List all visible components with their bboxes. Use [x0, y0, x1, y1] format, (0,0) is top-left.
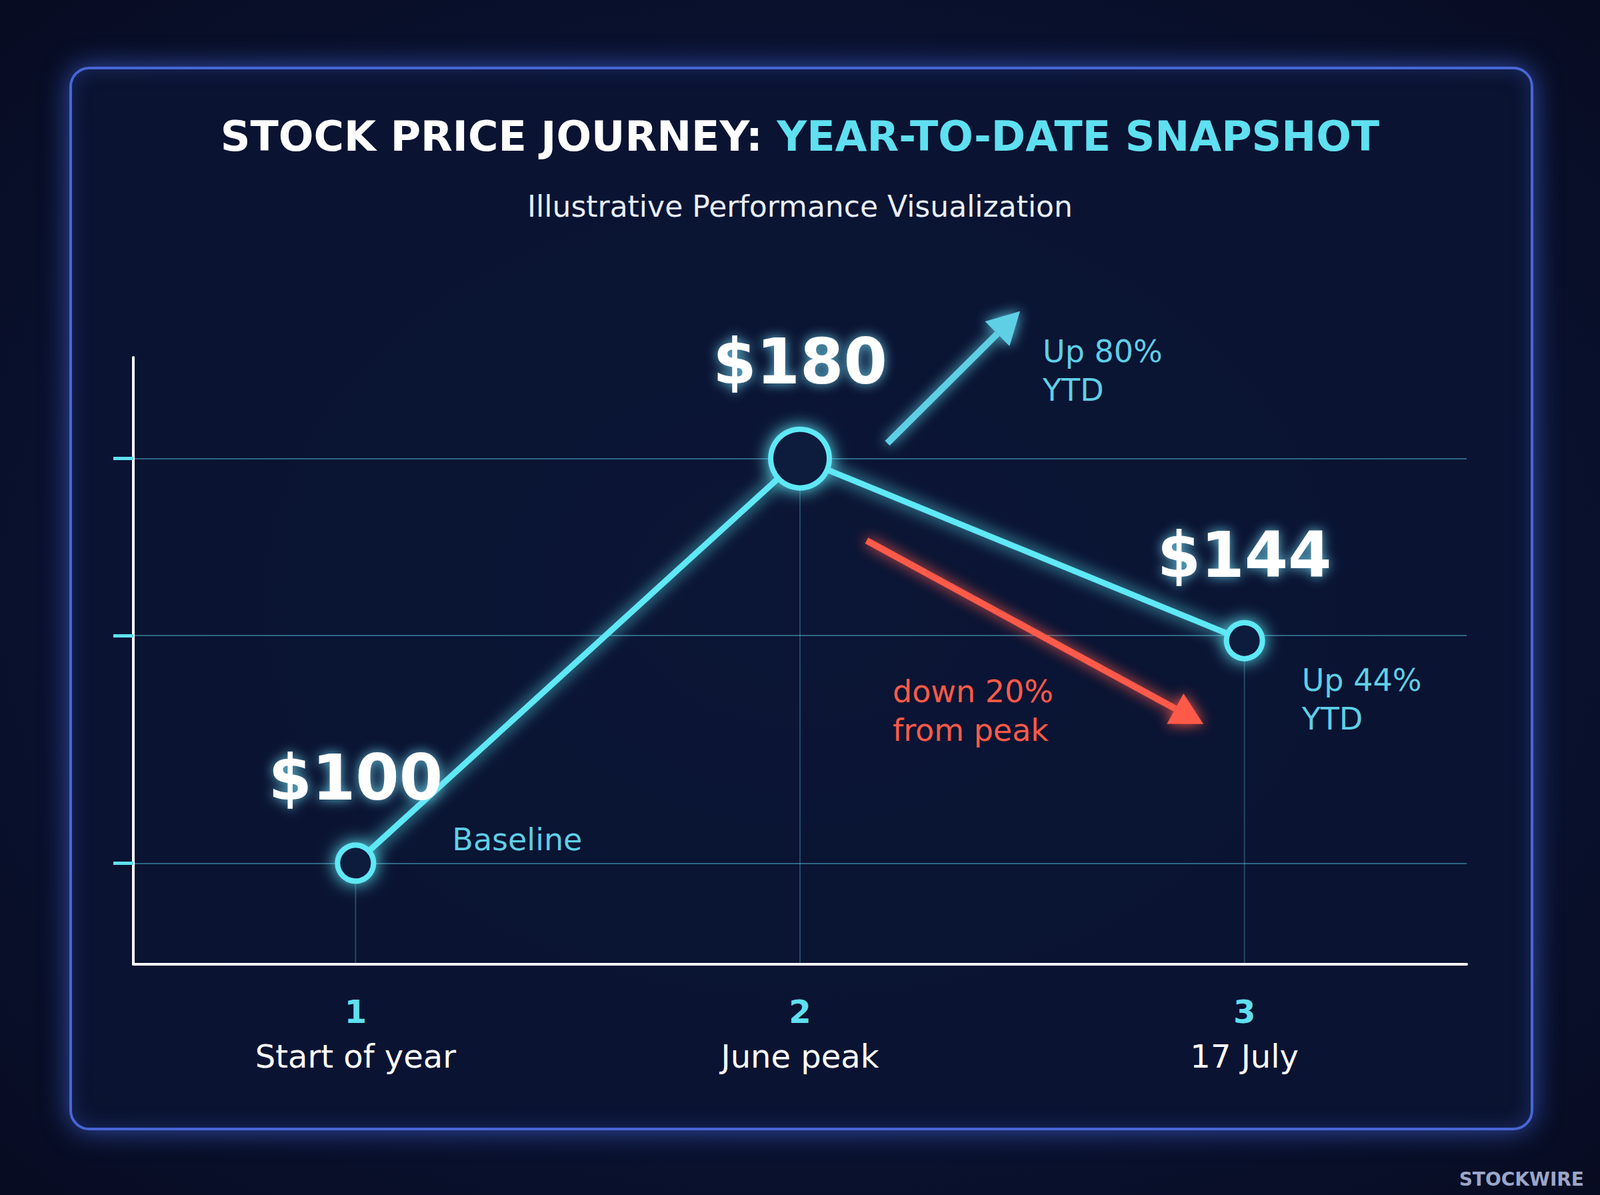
svg-text:down 20%: down 20% — [892, 673, 1054, 710]
svg-text:June peak: June peak — [719, 1037, 880, 1075]
svg-text:STOCKWIRE: STOCKWIRE — [1459, 1168, 1584, 1190]
svg-text:$100: $100 — [268, 741, 444, 814]
svg-text:YTD: YTD — [1301, 700, 1364, 737]
svg-text:Baseline: Baseline — [452, 821, 582, 858]
svg-text:1: 1 — [344, 992, 367, 1030]
svg-text:YEAR-TO-DATE SNAPSHOT: YEAR-TO-DATE SNAPSHOT — [762, 112, 1380, 161]
svg-text:17 July: 17 July — [1190, 1037, 1299, 1075]
svg-text:Illustrative Performance Visua: Illustrative Performance Visualization — [527, 189, 1073, 224]
svg-text:Start of year: Start of year — [255, 1037, 456, 1075]
svg-text:from peak: from peak — [892, 712, 1049, 748]
svg-text:$144: $144 — [1157, 518, 1332, 592]
svg-text:STOCK PRICE JOURNEY:: STOCK PRICE JOURNEY: — [220, 112, 763, 161]
svg-text:YTD: YTD — [1042, 372, 1104, 408]
svg-text:Up 80%: Up 80% — [1042, 333, 1163, 370]
svg-text:2: 2 — [788, 992, 811, 1030]
svg-text:$180: $180 — [712, 325, 888, 398]
svg-text:3: 3 — [1233, 992, 1256, 1030]
svg-text:Up 44%: Up 44% — [1302, 662, 1422, 698]
